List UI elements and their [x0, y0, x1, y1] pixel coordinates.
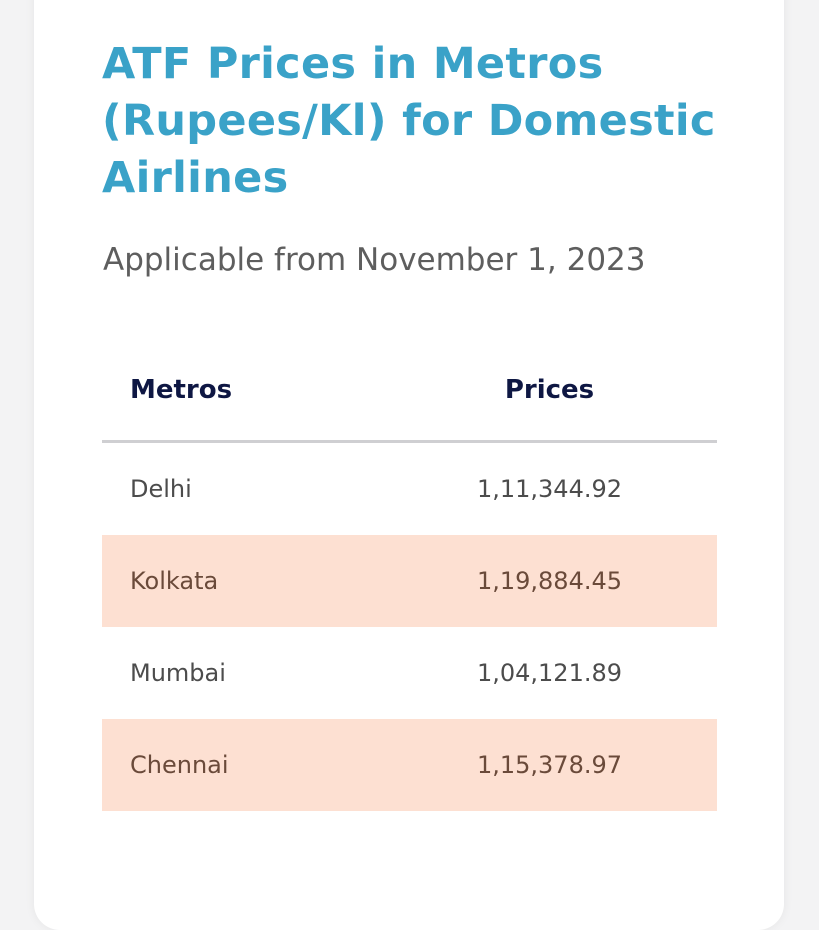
table-row: Delhi 1,11,344.92 — [102, 443, 717, 535]
prices-table: Metros Prices Delhi 1,11,344.92 Kolkata … — [102, 340, 717, 811]
page-subtitle: Applicable from November 1, 2023 — [103, 242, 646, 278]
price-cell: 1,11,344.92 — [476, 475, 623, 503]
metro-cell: Chennai — [130, 751, 229, 779]
price-cell: 1,15,378.97 — [476, 751, 623, 779]
table-row: Mumbai 1,04,121.89 — [102, 627, 717, 719]
metro-cell: Kolkata — [130, 567, 219, 595]
table-header: Metros Prices — [102, 340, 717, 443]
metro-cell: Mumbai — [130, 659, 226, 687]
column-header-metros: Metros — [130, 375, 233, 405]
metro-cell: Delhi — [130, 475, 192, 503]
price-cell: 1,04,121.89 — [476, 659, 623, 687]
page-title: ATF Prices in Metros (Rupees/Kl) for Dom… — [102, 39, 716, 203]
table-row: Kolkata 1,19,884.45 — [102, 535, 717, 627]
price-cell: 1,19,884.45 — [476, 567, 623, 595]
column-header-prices: Prices — [504, 375, 595, 405]
table-row: Chennai 1,15,378.97 — [102, 719, 717, 811]
